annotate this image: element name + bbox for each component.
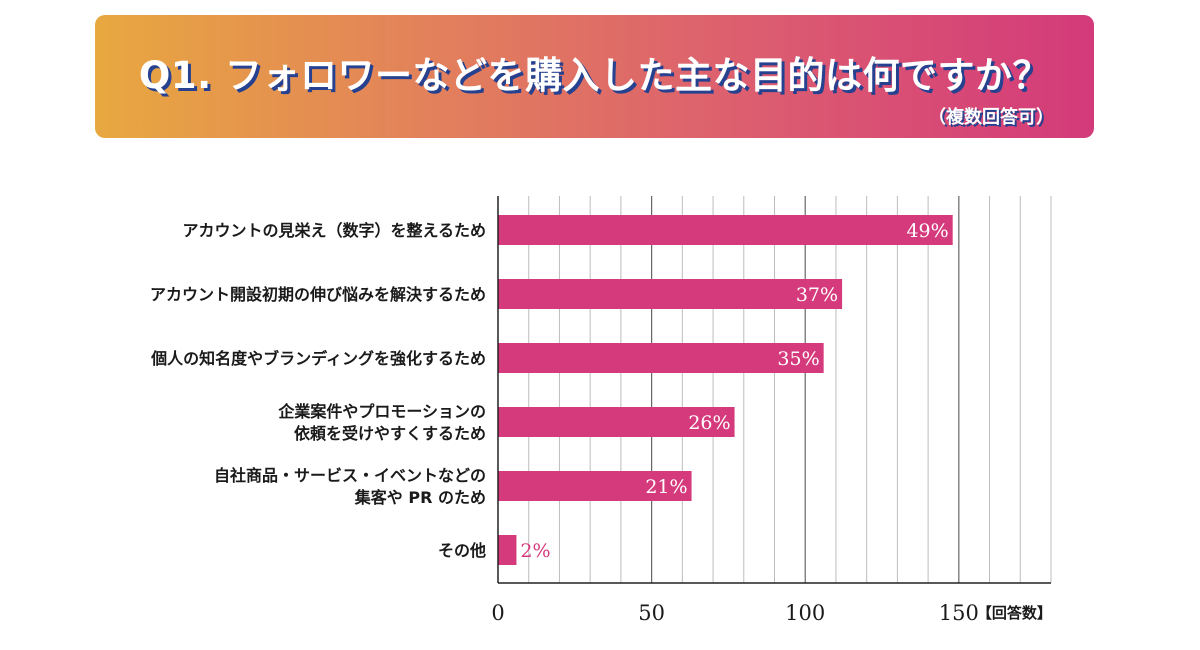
- x-axis-unit-label: 【回答数】: [977, 604, 1052, 622]
- category-label: 集客や PR のため: [354, 488, 486, 507]
- chart-subtitle: （複数回答可）: [928, 107, 1054, 128]
- data-label: 37%: [796, 284, 838, 306]
- title-banner: Q1. フォロワーなどを購入した主な目的は何ですか？ （複数回答可）: [95, 15, 1094, 138]
- bar: [498, 535, 517, 565]
- tick-label: 50: [638, 601, 665, 625]
- data-label: 35%: [777, 348, 819, 370]
- bar: [498, 471, 692, 501]
- data-label: 49%: [906, 220, 948, 242]
- data-label: 21%: [645, 476, 687, 498]
- bar: [498, 343, 824, 373]
- category-label: 自社商品・サービス・イベントなどの: [214, 466, 486, 485]
- category-label: アカウント開設初期の伸び悩みを解決するため: [150, 285, 486, 304]
- category-label: 企業案件やプロモーションの: [277, 402, 486, 421]
- bar: [498, 279, 843, 309]
- category-label: 依頼を受けやすくするため: [294, 424, 486, 443]
- data-label: 2%: [520, 540, 550, 562]
- category-label: 個人の知名度やブランディングを強化するため: [150, 349, 486, 368]
- chart-title: Q1. フォロワーなどを購入した主な目的は何ですか？: [138, 54, 1051, 97]
- category-label: アカウントの見栄え（数字）を整えるため: [182, 221, 486, 240]
- data-label: 26%: [688, 412, 730, 434]
- tick-label: 0: [491, 601, 504, 625]
- category-label: その他: [438, 541, 486, 560]
- bar: [498, 215, 953, 245]
- tick-label: 150: [939, 601, 979, 625]
- bar: [498, 407, 735, 437]
- tick-label: 100: [785, 601, 825, 625]
